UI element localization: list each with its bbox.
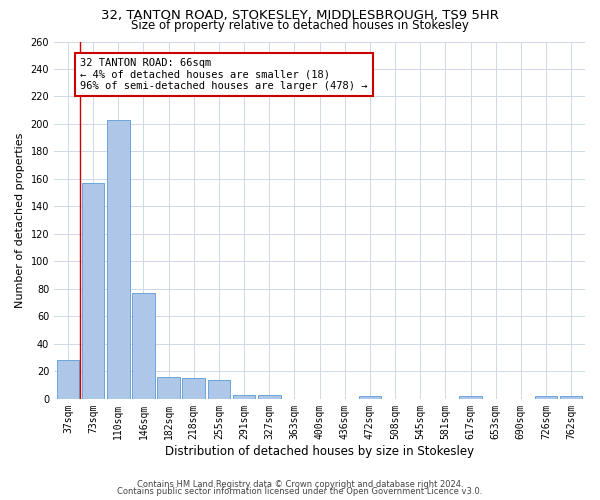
Bar [233,394,256,399]
Bar [56,360,79,399]
Bar [182,378,205,399]
Text: Contains public sector information licensed under the Open Government Licence v3: Contains public sector information licen… [118,487,482,496]
Bar [157,377,180,399]
Bar [208,380,230,399]
Text: Size of property relative to detached houses in Stokesley: Size of property relative to detached ho… [131,19,469,32]
Bar [132,293,155,399]
Text: 32, TANTON ROAD, STOKESLEY, MIDDLESBROUGH, TS9 5HR: 32, TANTON ROAD, STOKESLEY, MIDDLESBROUG… [101,9,499,22]
Bar [535,396,557,399]
Text: 32 TANTON ROAD: 66sqm
← 4% of detached houses are smaller (18)
96% of semi-detac: 32 TANTON ROAD: 66sqm ← 4% of detached h… [80,58,368,91]
Bar [107,120,130,399]
Text: Contains HM Land Registry data © Crown copyright and database right 2024.: Contains HM Land Registry data © Crown c… [137,480,463,489]
Bar [359,396,381,399]
Bar [560,396,583,399]
Bar [82,183,104,399]
Bar [258,394,281,399]
Y-axis label: Number of detached properties: Number of detached properties [15,132,25,308]
Bar [459,396,482,399]
X-axis label: Distribution of detached houses by size in Stokesley: Distribution of detached houses by size … [165,444,474,458]
